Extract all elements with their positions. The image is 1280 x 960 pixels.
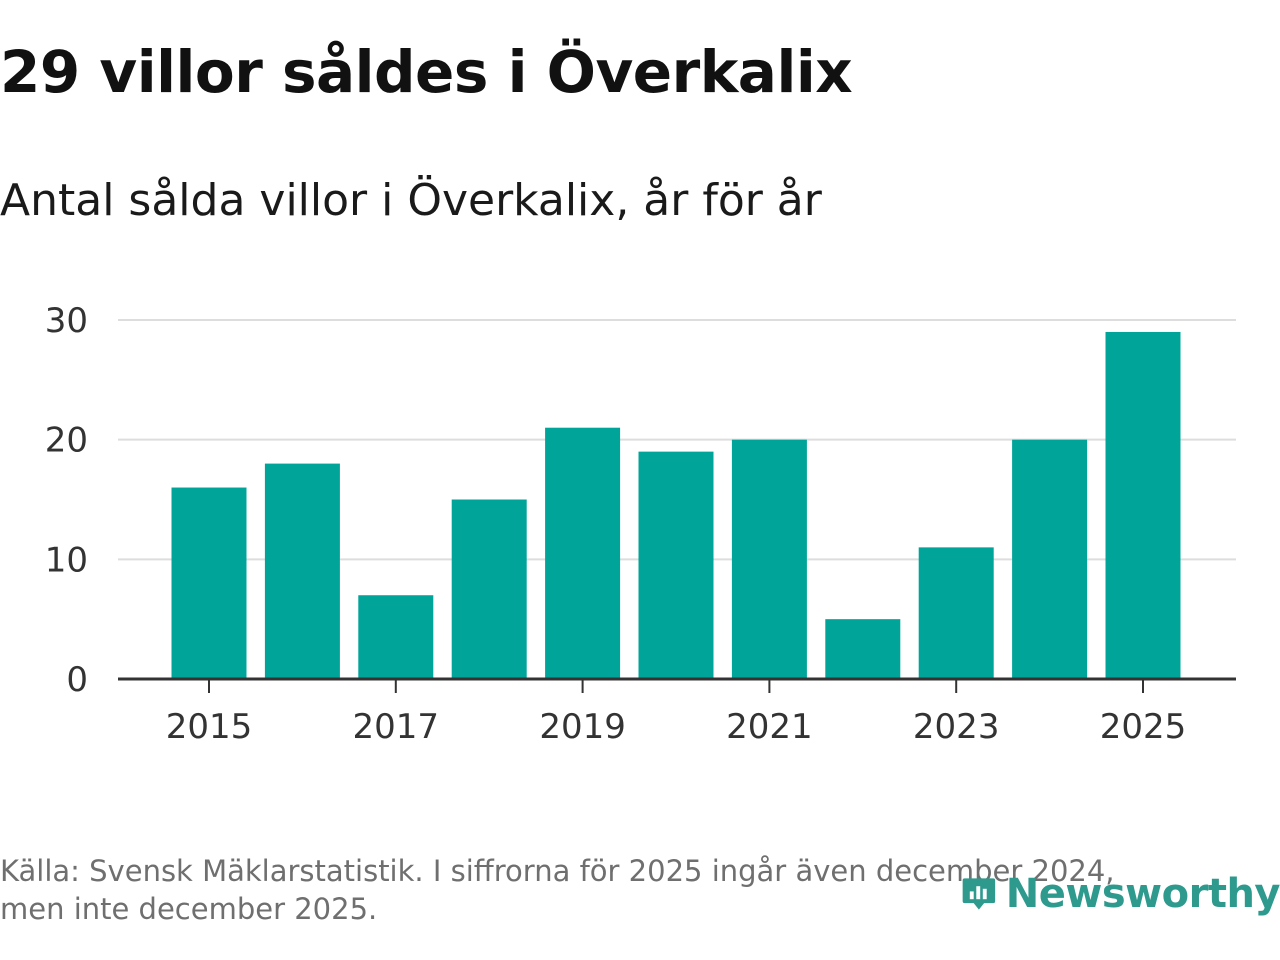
bar-2018 [451, 499, 527, 679]
bar-2021 [731, 439, 807, 679]
bar-2025 [1105, 331, 1181, 679]
bar-2017 [358, 595, 434, 679]
bar-2019 [545, 427, 621, 679]
source-note-line-2: men inte december 2025. [0, 892, 378, 926]
x-tick-label: 2023 [913, 707, 1000, 747]
x-tick-label: 2021 [726, 707, 813, 747]
x-tick-label: 2015 [166, 707, 253, 747]
bars [171, 331, 1181, 679]
chart-title: 29 villor såldes i Överkalix [0, 38, 853, 106]
bar-2016 [264, 463, 340, 679]
y-tick-label: 0 [66, 660, 88, 700]
x-tick-label: 2025 [1100, 707, 1187, 747]
y-tick-label: 30 [45, 301, 88, 341]
x-tick-label: 2019 [539, 707, 626, 747]
x-tick-label: 2017 [353, 707, 440, 747]
bar-2022 [825, 619, 901, 679]
newsworthy-logo-icon [962, 878, 996, 910]
bar-2020 [638, 451, 714, 679]
bar-2015 [171, 487, 247, 679]
source-note: Källa: Svensk Mäklarstatistik. I siffror… [0, 852, 1220, 928]
source-note-line-1: Källa: Svensk Mäklarstatistik. I siffror… [0, 854, 1115, 888]
logo-text: Newsworthy [1005, 871, 1280, 917]
bar-2024 [1012, 439, 1088, 679]
newsworthy-logo: Newsworthy [962, 862, 1280, 926]
bar-2023 [918, 547, 994, 679]
y-tick-label: 10 [45, 540, 88, 580]
axes: 0 10 20 30 2015 2017 2019 2021 2023 2025 [45, 301, 1236, 747]
chart-subtitle: Antal sålda villor i Överkalix, år för å… [0, 175, 822, 226]
y-tick-label: 20 [45, 421, 88, 461]
